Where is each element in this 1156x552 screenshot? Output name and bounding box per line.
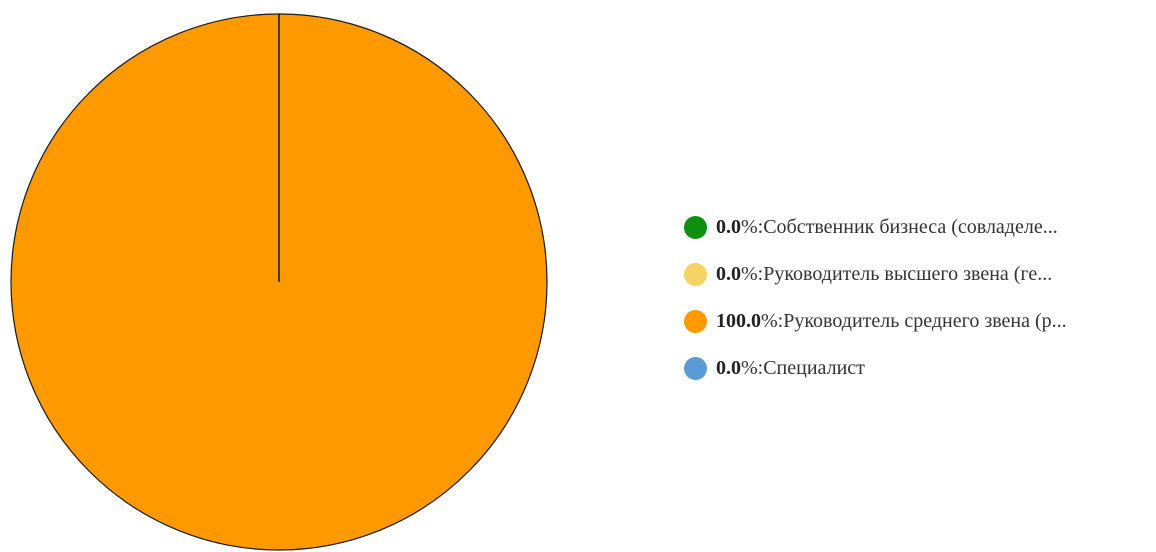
legend-percent: 0.0 [716,216,741,238]
legend-item-specialist[interactable]: 0.0 %: Специалист [684,345,1067,392]
legend-item-owner[interactable]: 0.0 %: Собственник бизнеса (совладеле... [684,204,1067,251]
legend-percent: 100.0 [716,310,761,332]
legend-suffix: %: [741,216,764,238]
chart-legend: 0.0 %: Собственник бизнеса (совладеле...… [684,204,1067,392]
legend-label: Руководитель среднего звена (р... [783,310,1067,332]
legend-dot-icon [684,263,707,286]
legend-dot-icon [684,357,707,380]
legend-item-senior-manager[interactable]: 0.0 %: Руководитель высшего звена (ге... [684,251,1067,298]
legend-label: Собственник бизнеса (совладеле... [763,216,1058,238]
legend-percent: 0.0 [716,263,741,285]
legend-dot-icon [684,310,707,333]
legend-suffix: %: [761,310,784,332]
legend-suffix: %: [741,263,764,285]
legend-label: Руководитель высшего звена (ге... [763,263,1053,285]
legend-dot-icon [684,216,707,239]
legend-percent: 0.0 [716,357,741,379]
legend-label: Специалист [763,357,865,379]
legend-suffix: %: [741,357,764,379]
legend-item-middle-manager[interactable]: 100.0 %: Руководитель среднего звена (р.… [684,298,1067,345]
